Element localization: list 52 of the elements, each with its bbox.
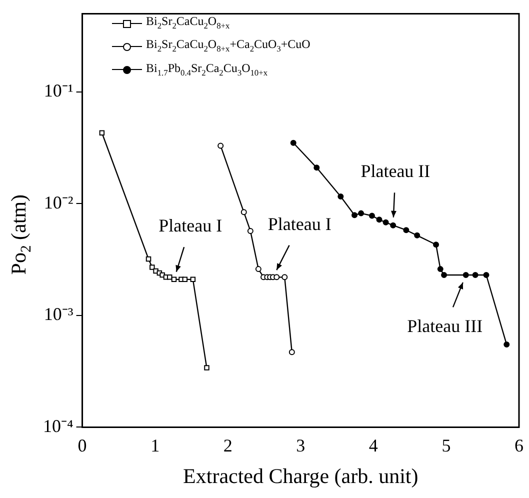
- legend-label: Bi$_{2}$Sr$_{2}$CaCu$_{2}$O$_{8+x}$: [146, 13, 230, 32]
- point: [483, 272, 490, 278]
- x-axis-title: Extracted Charge (arb. unit): [183, 464, 418, 488]
- point: [472, 272, 478, 278]
- point: [146, 256, 152, 262]
- point: [247, 228, 254, 234]
- annotation: Plateau I: [158, 216, 222, 236]
- point: [352, 212, 358, 218]
- x-tick-label: 4: [368, 436, 378, 456]
- point: [314, 164, 320, 171]
- point: [414, 232, 420, 238]
- y-tick-label: 10⁻⁴: [42, 416, 74, 436]
- x-tick-label: 0: [78, 436, 87, 456]
- point: [504, 341, 510, 348]
- point: [171, 276, 177, 282]
- point: [376, 216, 382, 223]
- point: [255, 266, 262, 272]
- x-tick-label: 6: [514, 436, 524, 456]
- point: [274, 274, 280, 280]
- point: [204, 365, 210, 370]
- point: [290, 140, 296, 146]
- point: [462, 272, 469, 278]
- annotation: Plateau III: [407, 316, 483, 336]
- point: [182, 276, 188, 282]
- point: [358, 210, 364, 216]
- point: [240, 209, 247, 216]
- y-tick-label: 10⁻¹: [44, 80, 74, 101]
- point: [282, 274, 288, 280]
- y-tick-label: 10⁻²: [44, 192, 74, 212]
- point: [99, 130, 105, 136]
- text: Bi$_{2}$Sr$_{2}$CaCu$_{2}$O$_{8+x}$+Ca$_{2}$CuO$_{3}$+CuO: [146, 37, 310, 54]
- annotation: Plateau I: [268, 214, 332, 234]
- point: [150, 264, 155, 270]
- point: [441, 272, 448, 278]
- point: [403, 227, 410, 234]
- x-tick-label: 3: [296, 436, 306, 456]
- annotation: Plateau II: [360, 161, 430, 182]
- point: [368, 212, 375, 219]
- point: [437, 266, 444, 272]
- text: Bi$_{1.7}$Pb$_{0.4}$Sr$_{2}$Ca$_{2}$Cu$_{3}$O$_{10+x}$: [146, 60, 268, 78]
- point: [218, 142, 224, 149]
- point: [390, 222, 396, 228]
- point: [433, 242, 440, 248]
- point: [190, 276, 196, 282]
- x-tick-label: 1: [150, 436, 160, 456]
- point: [382, 219, 389, 226]
- point: [338, 193, 344, 200]
- y-tick-label: 10⁻³: [44, 304, 74, 324]
- x-tick-label: 5: [442, 436, 451, 456]
- point: [167, 274, 172, 280]
- x-tick-label: 2: [223, 436, 232, 456]
- point: [288, 349, 295, 356]
